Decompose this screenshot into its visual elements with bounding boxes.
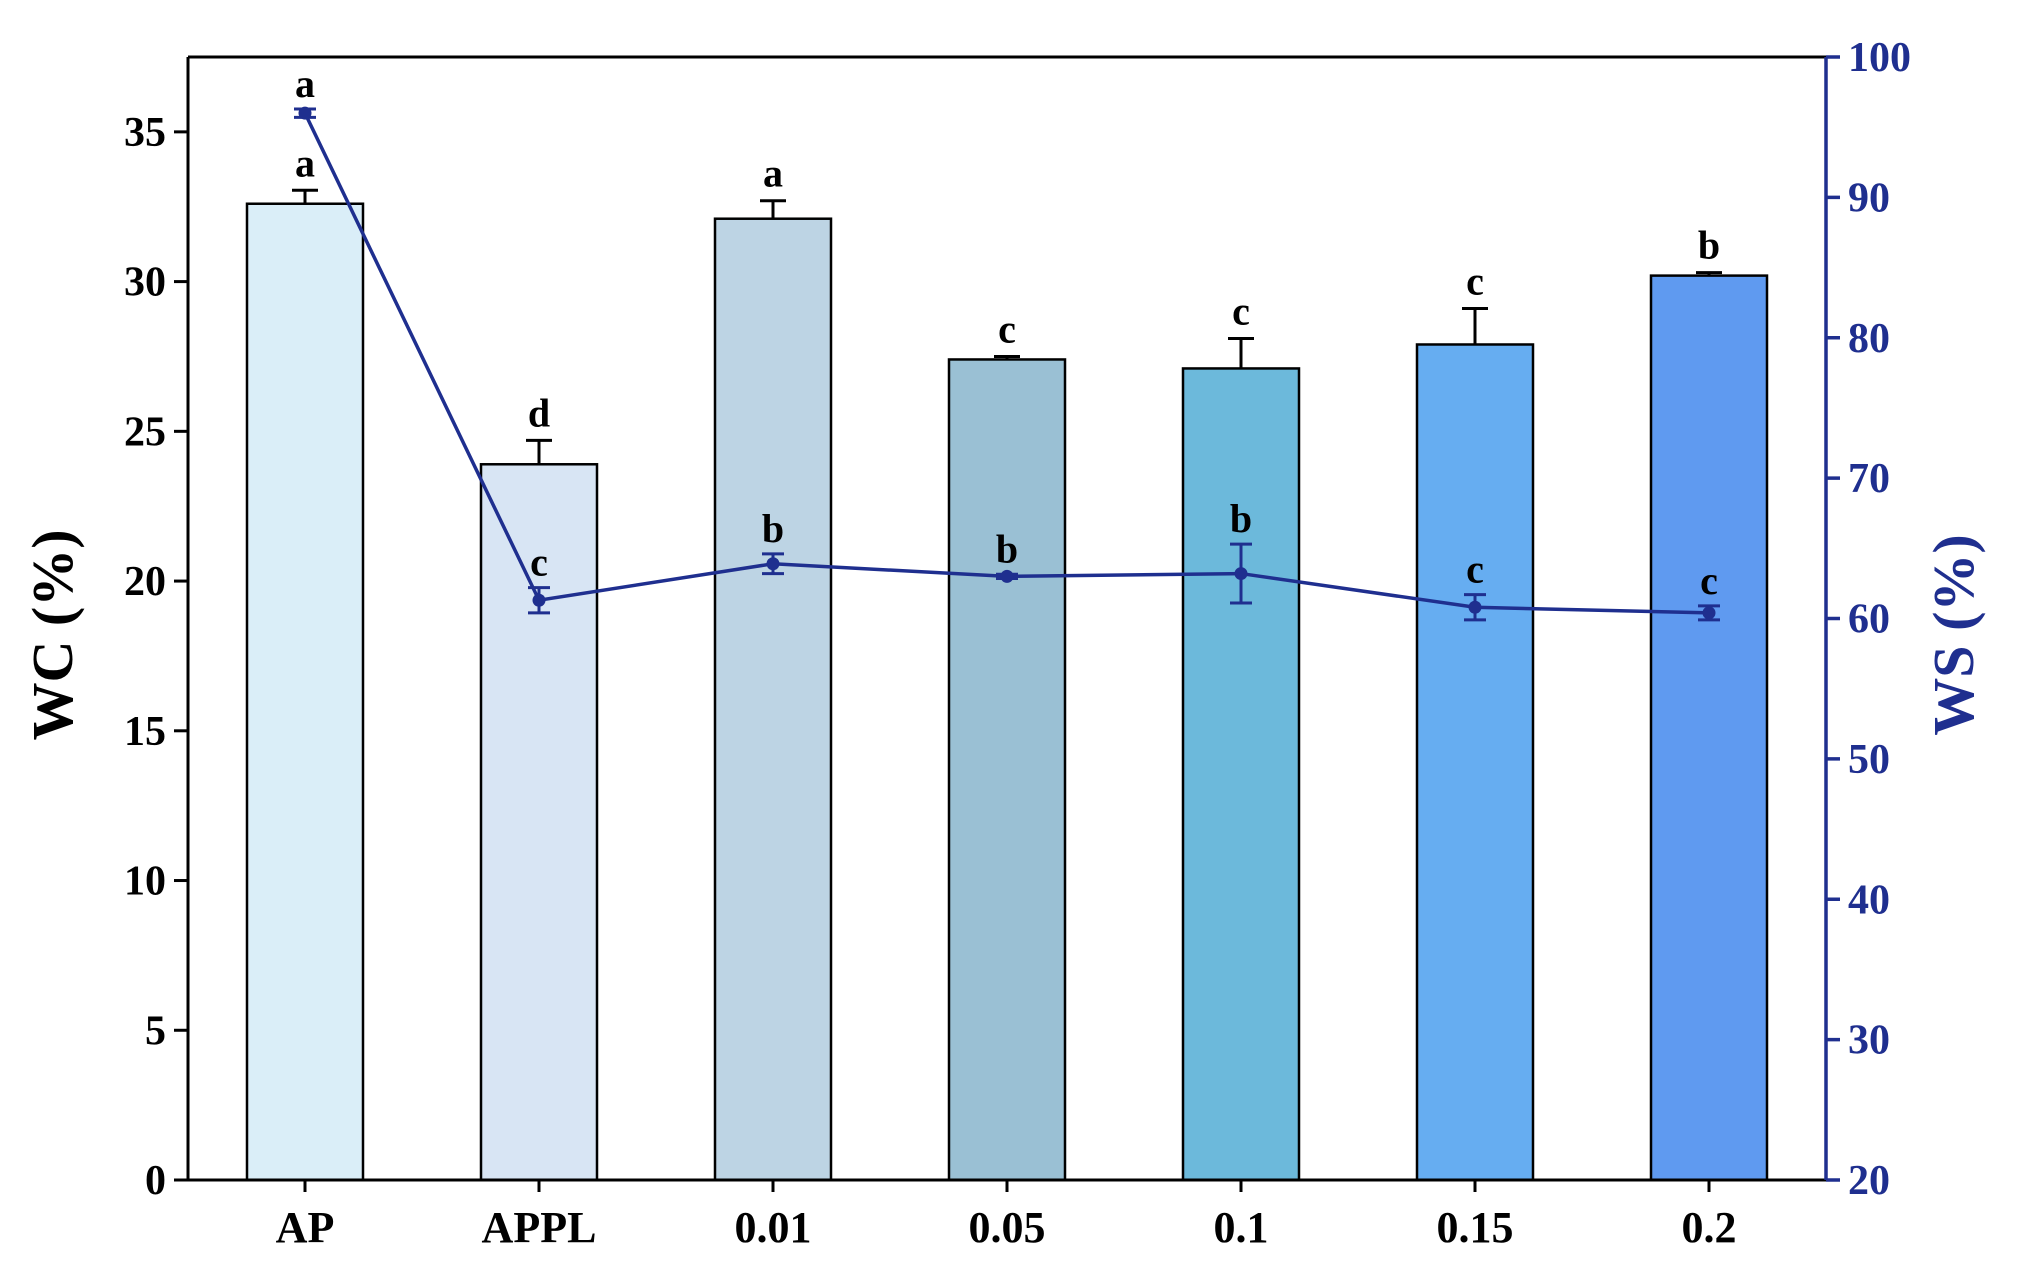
x-tick-label: AP <box>276 1203 335 1252</box>
ws-letter-AP: a <box>295 61 315 106</box>
bar-letter-0.01: a <box>763 151 783 196</box>
ws-line-layer <box>294 106 1720 622</box>
ws-letter-APPL: c <box>530 540 548 585</box>
right-axis: 20 30 40 50 60 70 80 90 100 <box>1826 35 1911 1204</box>
left-tick-label: 5 <box>145 1008 166 1054</box>
x-tick-label: APPL <box>482 1203 597 1252</box>
bar-AP <box>245 202 365 1182</box>
right-tick-label: 70 <box>1848 456 1890 502</box>
bars-layer <box>245 202 1769 1182</box>
bar-0.01 <box>713 217 833 1182</box>
bar-letter-AP: a <box>295 140 315 185</box>
x-tick-label: 0.1 <box>1214 1203 1269 1252</box>
x-tick-label: 0.01 <box>735 1203 812 1252</box>
ws-point-0.2 <box>1702 606 1716 620</box>
x-tick-label: 0.2 <box>1682 1203 1737 1252</box>
right-tick-label: 20 <box>1848 1158 1890 1204</box>
ws-point-0.01 <box>766 557 780 571</box>
ws-point-APPL <box>532 593 546 607</box>
ws-point-0.1 <box>1234 567 1248 581</box>
left-tick-label: 25 <box>124 409 166 455</box>
left-axis-title: WC (%) <box>20 529 85 740</box>
bar-0.05 <box>947 358 1067 1182</box>
bar-letter-0.15: c <box>1466 259 1484 304</box>
ws-point-0.05 <box>1000 569 1014 583</box>
x-tick-label: 0.15 <box>1437 1203 1514 1252</box>
right-tick-label: 90 <box>1848 175 1890 221</box>
left-tick-label: 20 <box>124 559 166 605</box>
bar-0.1 <box>1181 367 1301 1182</box>
ws-point-AP <box>298 106 312 120</box>
left-tick-label: 0 <box>145 1158 166 1204</box>
left-tick-label: 35 <box>124 110 166 156</box>
bar-error-bars <box>292 188 1722 465</box>
bar-0.2 <box>1649 274 1769 1182</box>
right-tick-label: 60 <box>1848 597 1890 643</box>
bar-letter-APPL: d <box>528 390 550 435</box>
x-tick-label: 0.05 <box>969 1203 1046 1252</box>
left-axis: 0 5 10 15 20 25 30 35 <box>124 110 188 1204</box>
ws-letter-0.2: c <box>1700 558 1718 603</box>
bar-0.15 <box>1415 343 1535 1182</box>
bar-APPL <box>479 463 599 1182</box>
right-axis-title: WS (%) <box>1921 534 1986 735</box>
bar-letter-0.1: c <box>1232 288 1250 333</box>
right-tick-label: 50 <box>1848 737 1890 783</box>
right-tick-label: 100 <box>1848 35 1911 81</box>
ws-letter-0.15: c <box>1466 547 1484 592</box>
left-tick-label: 30 <box>124 260 166 306</box>
ws-letter-0.1: b <box>1230 496 1252 541</box>
left-tick-label: 15 <box>124 709 166 755</box>
right-tick-label: 40 <box>1848 877 1890 923</box>
significance-letters: a d a c c c b a c b b b c c <box>295 61 1720 603</box>
left-tick-label: 10 <box>124 859 166 905</box>
bar-letter-0.05: c <box>998 306 1016 351</box>
ws-point-0.15 <box>1468 600 1482 614</box>
x-axis: AP APPL 0.01 0.05 0.1 0.15 0.2 <box>276 1180 1737 1252</box>
right-tick-label: 30 <box>1848 1018 1890 1064</box>
right-tick-label: 80 <box>1848 316 1890 362</box>
ws-letter-0.05: b <box>996 526 1018 571</box>
bar-letter-0.2: b <box>1698 223 1720 268</box>
ws-letter-0.01: b <box>762 506 784 551</box>
